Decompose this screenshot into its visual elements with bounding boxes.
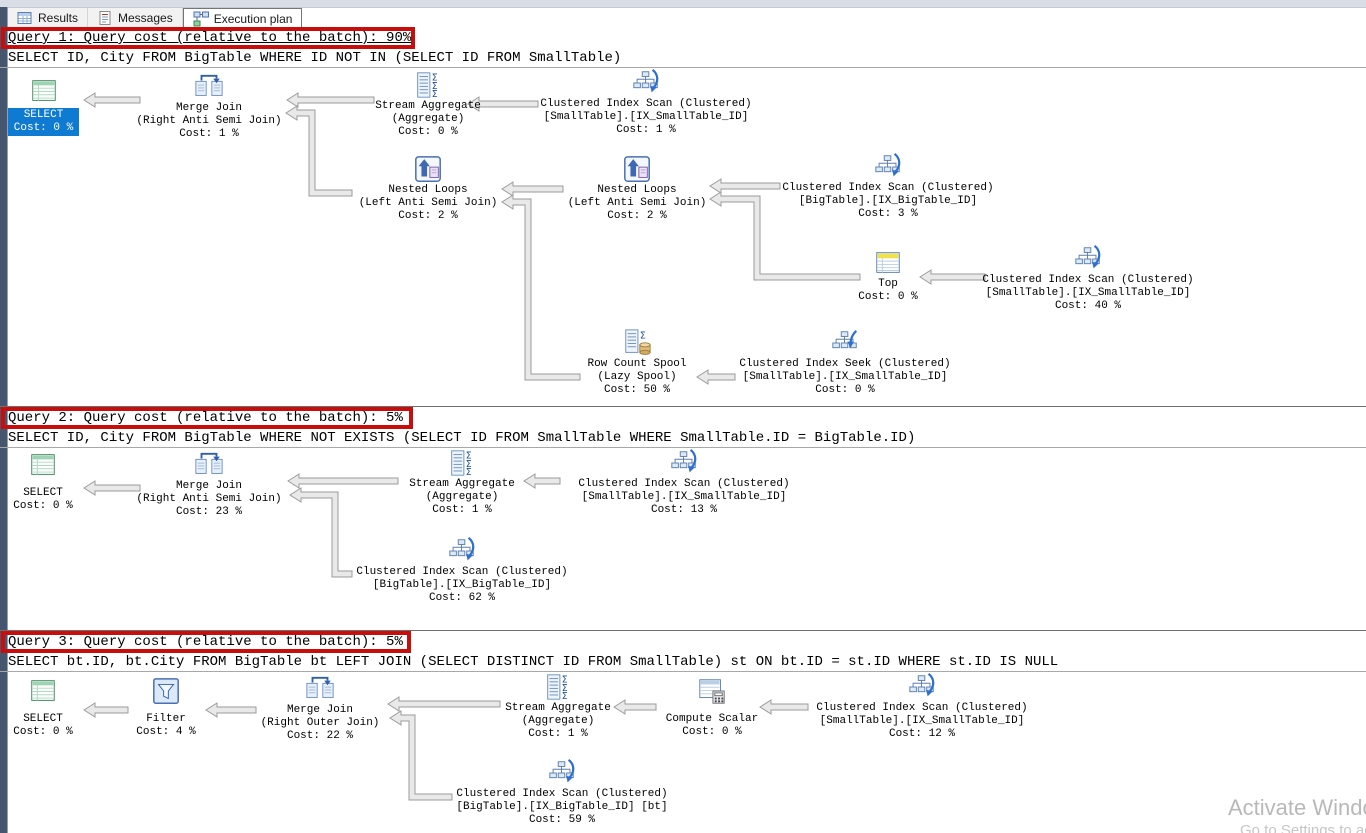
activate-windows-watermark: Activate Windows	[1228, 795, 1366, 820]
plan-edge[interactable]	[387, 696, 501, 712]
plan-node-stream-aggregate-q3[interactable]: Stream Aggregate (Aggregate) Cost: 1 %	[493, 672, 623, 741]
separator	[0, 671, 1366, 672]
clustered-index-scan-icon	[447, 536, 477, 566]
stream-aggregate-icon	[447, 448, 477, 478]
top-operator-icon	[873, 248, 903, 278]
clustered-index-scan-icon	[547, 758, 577, 788]
plan-node-merge-join-q1[interactable]: Merge Join (Right Anti Semi Join) Cost: …	[129, 72, 289, 141]
clustered-index-scan-icon	[1073, 244, 1103, 274]
plan-node-select-q3[interactable]: SELECT Cost: 0 %	[0, 676, 88, 739]
clustered-index-seek-icon	[830, 328, 860, 358]
result-table-icon	[28, 676, 58, 706]
query3-highlight-box	[1, 631, 411, 653]
plan-node-stream-aggregate-q1[interactable]: Stream Aggregate (Aggregate) Cost: 0 %	[363, 70, 493, 139]
tab-results-label: Results	[38, 11, 79, 25]
tab-execution-plan[interactable]: Execution plan	[182, 8, 303, 28]
clustered-index-scan-icon	[669, 448, 699, 478]
plan-node-merge-join-q3[interactable]: Merge Join (Right Outer Join) Cost: 22 %	[240, 674, 400, 743]
plan-node-top-q1[interactable]: Top Cost: 0 %	[843, 248, 933, 304]
query3-sql: SELECT bt.ID, bt.City FROM BigTable bt L…	[8, 654, 1059, 670]
query1-sql: SELECT ID, City FROM BigTable WHERE ID N…	[8, 50, 622, 66]
plan-edge[interactable]	[83, 480, 141, 496]
plan-edge[interactable]	[287, 473, 399, 489]
merge-join-icon	[194, 450, 224, 480]
clustered-index-scan-icon	[631, 68, 661, 98]
results-grid-icon	[17, 10, 33, 26]
plan-edge[interactable]	[709, 191, 861, 281]
query2-highlight-box	[1, 407, 413, 429]
query3-header: Query 3: Query cost (relative to the bat…	[8, 634, 403, 650]
clustered-index-scan-icon	[873, 152, 903, 182]
row-count-spool-icon	[622, 328, 652, 358]
plan-edge[interactable]	[501, 194, 581, 381]
results-pane-tabbar: Results Messages Execution plan	[8, 8, 303, 28]
separator	[0, 67, 1366, 68]
pane-splitter[interactable]	[0, 0, 1366, 8]
plan-edge[interactable]	[205, 702, 257, 718]
plan-node-clustered-index-scan-smalltable-q3[interactable]: Clustered Index Scan (Clustered) [SmallT…	[812, 672, 1032, 741]
separator	[0, 447, 1366, 448]
plan-edge[interactable]	[919, 269, 986, 285]
plan-edge[interactable]	[467, 96, 539, 112]
nested-loops-icon	[622, 154, 652, 184]
activate-windows-watermark-sub: Go to Settings to acti	[1240, 822, 1366, 833]
plan-edge[interactable]	[83, 92, 141, 108]
plan-node-select-q1[interactable]: SELECT Cost: 0 %	[8, 76, 79, 136]
tab-messages-label: Messages	[118, 11, 173, 25]
plan-edge[interactable]	[709, 178, 781, 194]
query1-header: Query 1: Query cost (relative to the bat…	[8, 30, 412, 46]
plan-node-nested-loops-2-q1[interactable]: Nested Loops (Left Anti Semi Join) Cost:…	[557, 154, 717, 223]
plan-node-merge-join-q2[interactable]: Merge Join (Right Anti Semi Join) Cost: …	[129, 450, 289, 519]
tab-execution-plan-label: Execution plan	[213, 11, 293, 26]
result-table-icon	[28, 450, 58, 480]
plan-edge[interactable]	[83, 702, 129, 718]
query2-sql: SELECT ID, City FROM BigTable WHERE NOT …	[8, 430, 916, 446]
filter-icon	[151, 676, 181, 706]
plan-edge[interactable]	[286, 92, 375, 108]
merge-join-icon	[305, 674, 335, 704]
query2-header: Query 2: Query cost (relative to the bat…	[8, 410, 403, 426]
plan-node-clustered-index-scan-bigtable-q2[interactable]: Clustered Index Scan (Clustered) [BigTab…	[352, 536, 572, 605]
plan-node-compute-scalar-q3[interactable]: Compute Scalar Cost: 0 %	[652, 676, 772, 739]
plan-edge[interactable]	[523, 473, 561, 489]
selected-node-highlight: SELECT Cost: 0 %	[8, 108, 79, 136]
messages-icon	[97, 10, 113, 26]
merge-join-icon	[194, 72, 224, 102]
separator	[0, 630, 1366, 631]
plan-node-clustered-index-seek-smalltable-q1[interactable]: Clustered Index Seek (Clustered) [SmallT…	[735, 328, 955, 397]
plan-edge[interactable]	[501, 181, 564, 197]
stream-aggregate-icon	[543, 672, 573, 702]
plan-edge[interactable]	[613, 699, 657, 715]
nested-loops-icon	[413, 154, 443, 184]
plan-node-select-q2[interactable]: SELECT Cost: 0 %	[0, 450, 88, 513]
plan-edge[interactable]	[696, 369, 736, 385]
plan-node-clustered-index-scan-bigtable-q1[interactable]: Clustered Index Scan (Clustered) [BigTab…	[778, 152, 998, 221]
plan-node-stream-aggregate-q2[interactable]: Stream Aggregate (Aggregate) Cost: 1 %	[397, 448, 527, 517]
clustered-index-scan-icon	[907, 672, 937, 702]
plan-node-clustered-index-scan-smalltable-q2[interactable]: Clustered Index Scan (Clustered) [SmallT…	[574, 448, 794, 517]
tab-messages[interactable]: Messages	[88, 8, 183, 28]
plan-node-clustered-index-scan-smalltable-q1[interactable]: Clustered Index Scan (Clustered) [SmallT…	[536, 68, 756, 137]
stream-aggregate-icon	[413, 70, 443, 100]
plan-node-clustered-index-scan-smalltable-40-q1[interactable]: Clustered Index Scan (Clustered) [SmallT…	[978, 244, 1198, 313]
plan-node-row-count-spool-q1[interactable]: Row Count Spool (Lazy Spool) Cost: 50 %	[572, 328, 702, 397]
plan-edge[interactable]	[289, 487, 353, 578]
compute-scalar-icon	[697, 676, 727, 706]
plan-node-clustered-index-scan-bigtable-q3[interactable]: Clustered Index Scan (Clustered) [BigTab…	[447, 758, 677, 827]
plan-node-nested-loops-1-q1[interactable]: Nested Loops (Left Anti Semi Join) Cost:…	[348, 154, 508, 223]
plan-edge[interactable]	[285, 105, 353, 197]
result-table-icon	[29, 76, 59, 106]
tab-results[interactable]: Results	[8, 8, 89, 28]
plan-edge[interactable]	[389, 710, 453, 801]
separator	[0, 406, 1366, 407]
plan-node-filter-q3[interactable]: Filter Cost: 4 %	[121, 676, 211, 739]
plan-edge[interactable]	[759, 699, 809, 715]
execution-plan-icon	[193, 11, 209, 27]
query1-highlight-box	[1, 27, 415, 49]
